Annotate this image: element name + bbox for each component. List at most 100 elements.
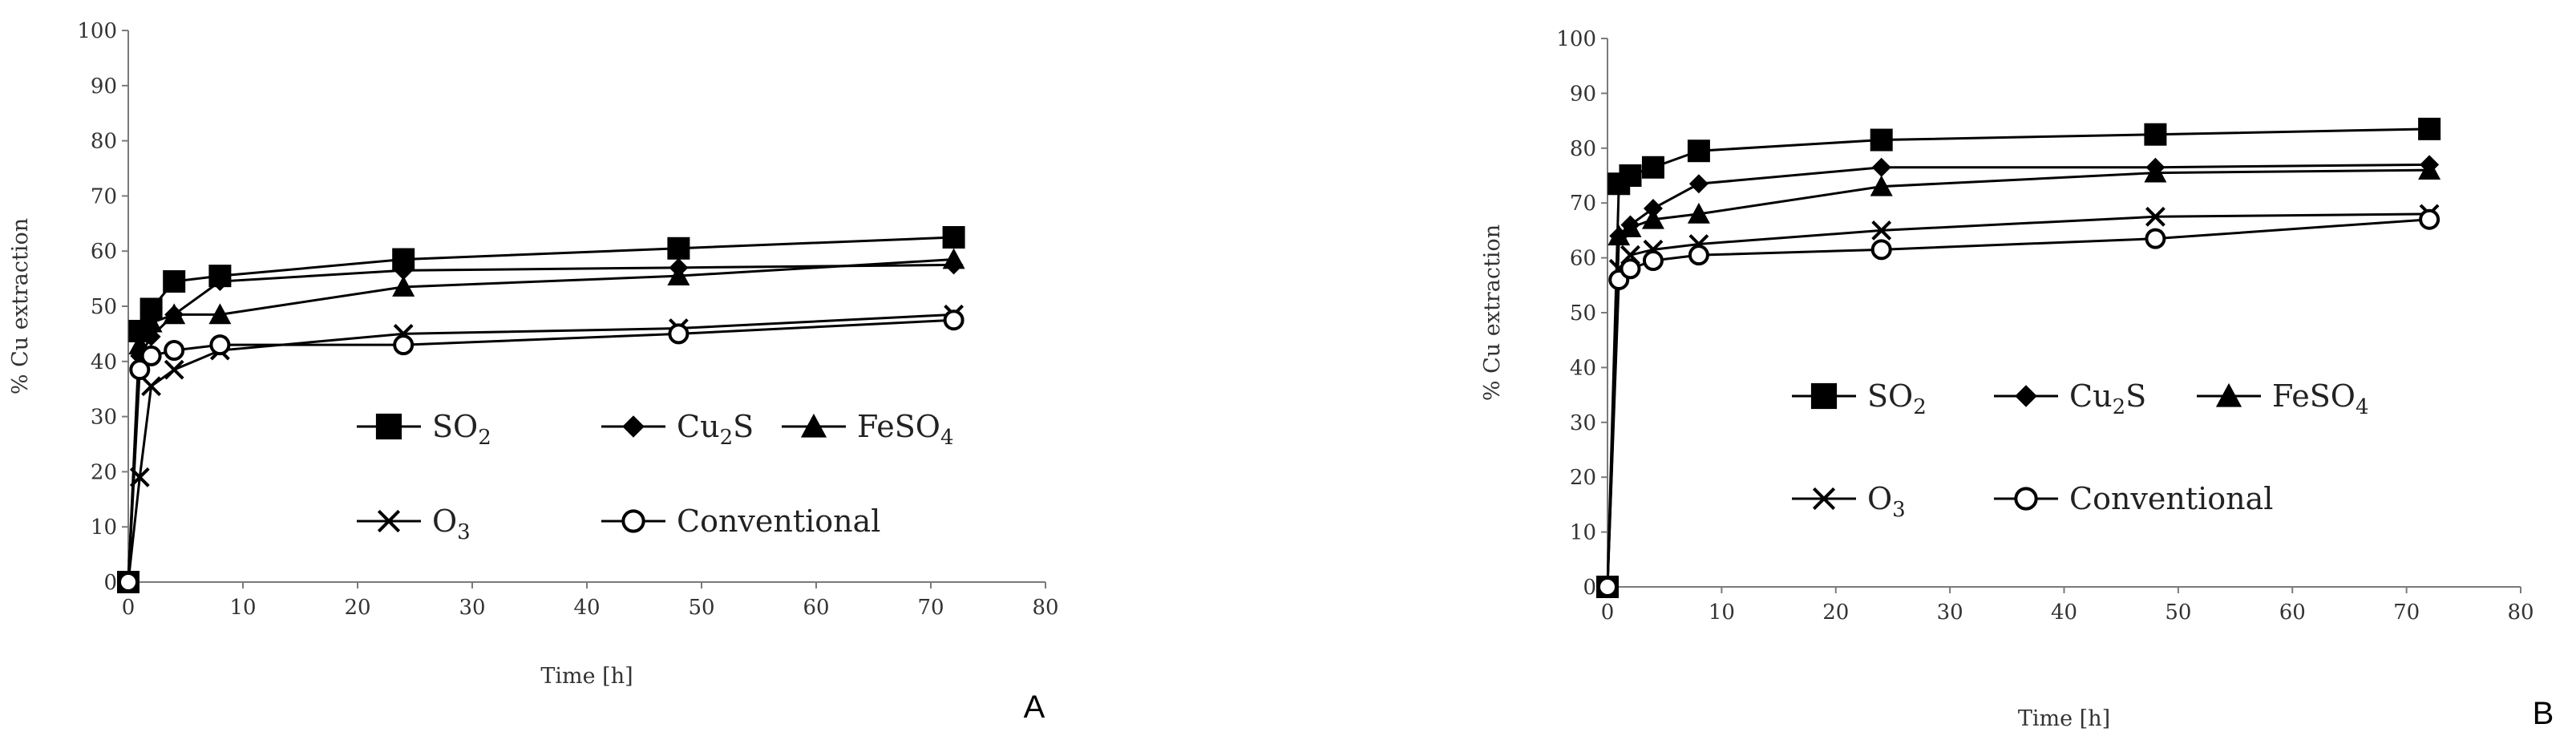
- y-tick-label: 50: [91, 295, 117, 319]
- panel-label: A: [1024, 689, 1045, 725]
- series-line: [127, 313, 954, 583]
- data-point-square: [1687, 140, 1710, 163]
- legend-label: Conventional: [677, 503, 880, 539]
- data-point-circle: [164, 340, 185, 362]
- y-tick-label: 80: [1570, 137, 1596, 161]
- legend-marker-x: [1812, 487, 1836, 511]
- data-point-circle: [140, 345, 162, 366]
- legend-entry: O3: [357, 503, 471, 544]
- legend-label: O3: [1867, 481, 1906, 522]
- data-point-circle: [393, 334, 415, 356]
- data-point-circle: [1642, 250, 1664, 272]
- x-tick-label: 10: [229, 596, 256, 620]
- data-point-circle: [1597, 576, 1618, 597]
- series-diamond: [1598, 155, 2440, 596]
- y-tick-label: 30: [1570, 411, 1596, 435]
- legend-entry: SO2: [1792, 378, 1927, 419]
- series-diamond: [119, 255, 964, 592]
- data-point-square: [667, 237, 690, 260]
- series-triangle: [117, 248, 965, 592]
- data-point-square: [2144, 123, 2167, 146]
- x-tick-label: 10: [1709, 601, 1735, 625]
- legend-entry: Cu2S: [601, 409, 754, 450]
- legend-entry: O3: [1792, 481, 1906, 522]
- y-tick-label: 40: [1570, 356, 1596, 380]
- legend-entry: FeSO4: [782, 409, 954, 450]
- y-tick-label: 80: [91, 130, 117, 154]
- y-tick-label: 0: [1583, 576, 1596, 600]
- data-point-square: [1619, 164, 1642, 187]
- series-circle: [118, 309, 964, 592]
- data-point-circle: [1688, 245, 1709, 266]
- y-tick-label: 100: [1556, 27, 1596, 51]
- legend-label: FeSO4: [857, 409, 954, 450]
- legend-marker-circle: [621, 509, 645, 533]
- y-tick-label: 50: [1570, 301, 1596, 326]
- data-point-circle: [1620, 258, 1641, 280]
- legend-label: SO2: [1867, 378, 1927, 419]
- data-point-circle: [2145, 228, 2166, 249]
- y-tick-label: 70: [91, 184, 117, 208]
- legend-label: FeSO4: [2272, 378, 2369, 419]
- data-point-circle: [118, 572, 139, 592]
- data-point-square: [1641, 156, 1664, 179]
- x-tick-label: 60: [2279, 601, 2306, 625]
- legend-marker-diamond: [2015, 385, 2037, 407]
- legend-label: Cu2S: [677, 409, 754, 450]
- data-point-circle: [129, 359, 151, 381]
- y-tick-label: 60: [91, 240, 117, 264]
- data-point-square: [163, 270, 186, 293]
- data-point-circle: [209, 334, 231, 356]
- legend-entry: Conventional: [1994, 481, 2273, 516]
- y-axis-label: % Cu extraction: [8, 218, 33, 394]
- data-point-diamond: [1688, 174, 1709, 194]
- data-point-triangle: [1687, 202, 1710, 224]
- x-tick-label: 80: [1032, 596, 1058, 620]
- y-tick-label: 0: [103, 571, 117, 595]
- data-point-circle: [1870, 239, 1892, 261]
- legend-marker-square: [375, 413, 402, 440]
- data-point-diamond: [1871, 157, 1891, 177]
- data-point-triangle: [1607, 224, 1631, 246]
- x-tick-label: 40: [2051, 601, 2077, 625]
- data-point-diamond: [210, 272, 230, 292]
- x-axis-label: Time [h]: [2018, 706, 2110, 731]
- panel-label: B: [2533, 696, 2554, 731]
- y-tick-label: 10: [1570, 521, 1596, 545]
- y-tick-label: 10: [91, 516, 117, 540]
- x-tick-label: 50: [2165, 601, 2191, 625]
- y-tick-label: 90: [1570, 82, 1596, 106]
- series-x: [118, 304, 964, 592]
- x-tick-label: 20: [344, 596, 370, 620]
- series-circle: [1597, 208, 2441, 597]
- data-point-circle: [2419, 208, 2441, 230]
- data-point-triangle: [942, 248, 965, 269]
- data-point-square: [942, 226, 965, 249]
- x-tick-label: 30: [1937, 601, 1963, 625]
- data-point-circle: [943, 309, 964, 331]
- data-point-triangle: [1619, 216, 1642, 237]
- x-tick-label: 80: [2507, 601, 2534, 625]
- y-tick-label: 90: [91, 75, 117, 99]
- x-tick-label: 0: [1601, 601, 1615, 625]
- data-point-x: [164, 359, 184, 380]
- legend-entry: Conventional: [601, 503, 880, 539]
- series-square: [1596, 117, 2441, 598]
- legend-marker-triangle: [2215, 382, 2242, 407]
- legend-label: Conventional: [2069, 481, 2273, 516]
- x-tick-label: 70: [2393, 601, 2420, 625]
- data-point-triangle: [163, 303, 186, 325]
- y-tick-label: 100: [77, 19, 117, 43]
- y-axis-label: % Cu extraction: [1480, 224, 1505, 401]
- x-axis-label: Time [h]: [540, 664, 633, 689]
- data-point-x: [1871, 220, 1892, 241]
- legend-label: O3: [432, 503, 471, 544]
- legend-label: SO2: [432, 409, 491, 450]
- y-tick-label: 20: [1570, 466, 1596, 490]
- series-line: [127, 318, 954, 583]
- data-point-square: [2418, 117, 2441, 140]
- x-tick-label: 70: [917, 596, 944, 620]
- legend-marker-square: [1810, 382, 1838, 410]
- legend-entry: Cu2S: [1994, 378, 2146, 419]
- chart-b: 0 10 20 30 40 50 60 70 80 90 100 0 10 20 30 40 50 60 70 80%…: [1480, 27, 2554, 731]
